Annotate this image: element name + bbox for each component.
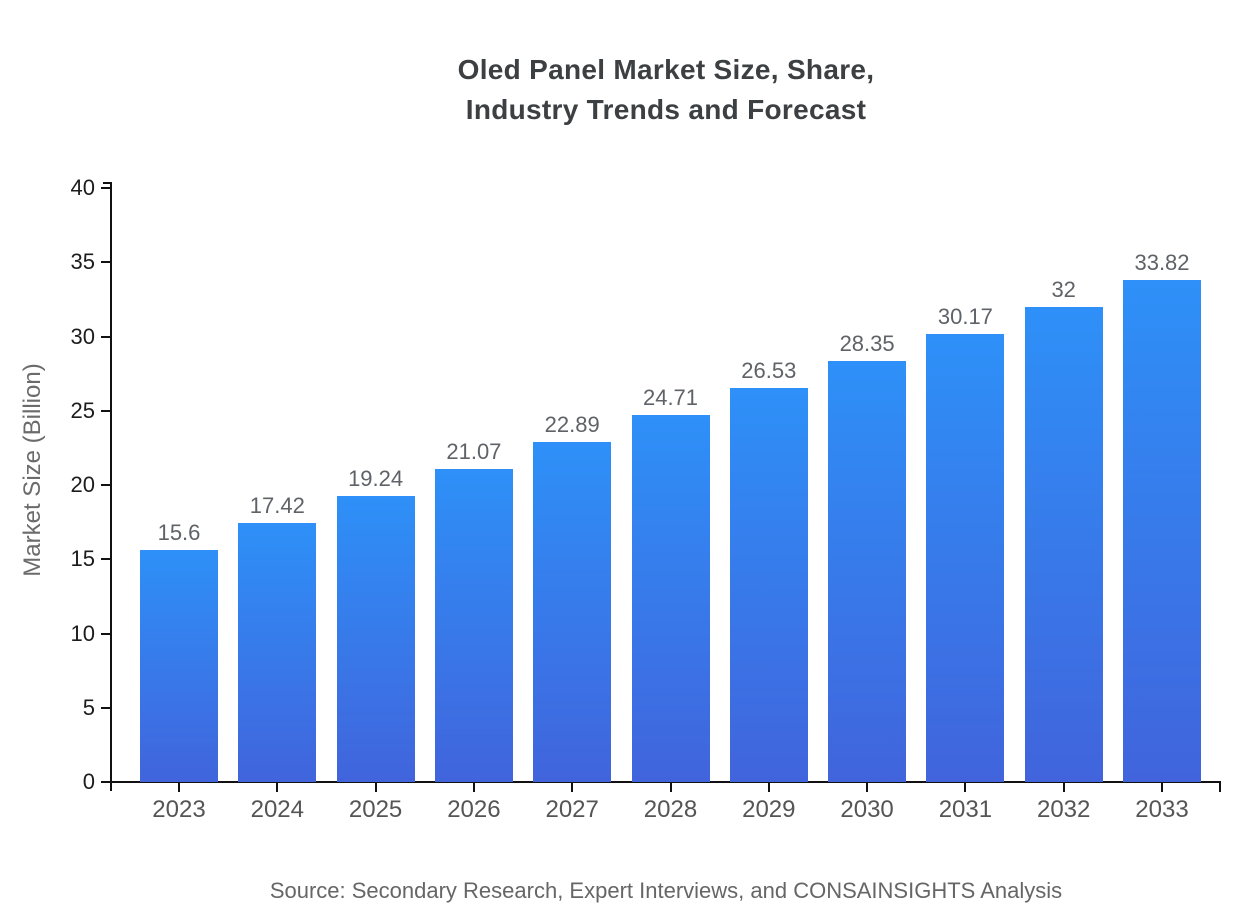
y-tick-label: 30 bbox=[70, 323, 95, 349]
x-tick bbox=[472, 783, 475, 792]
x-tick-label: 2032 bbox=[1036, 796, 1091, 823]
bar bbox=[1123, 279, 1201, 782]
bar-value-label: 28.35 bbox=[839, 331, 895, 356]
bar-value-label: 21.07 bbox=[446, 439, 502, 465]
x-tick-label: 2030 bbox=[840, 796, 894, 823]
y-tick bbox=[101, 187, 110, 189]
y-tick bbox=[101, 335, 110, 338]
x-tick bbox=[669, 783, 672, 792]
y-tick bbox=[101, 261, 110, 264]
x-tick bbox=[178, 783, 180, 792]
x-tick-label: 2024 bbox=[250, 796, 304, 823]
bar-value-label: 22.89 bbox=[544, 412, 600, 438]
x-tick-label: 2033 bbox=[1135, 796, 1189, 823]
bar-value-label: 30.17 bbox=[937, 303, 993, 329]
y-tick-label: 5 bbox=[82, 694, 95, 720]
bar bbox=[140, 550, 218, 782]
x-axis-line bbox=[110, 781, 1221, 783]
x-tick-label: 2023 bbox=[152, 796, 206, 823]
bar bbox=[828, 361, 907, 782]
x-tick-label: 2029 bbox=[742, 796, 796, 823]
bar bbox=[434, 469, 513, 782]
chart-title-line-1: Oled Panel Market Size, Share, bbox=[457, 54, 875, 85]
source-note: Source: Secondary Research, Expert Inter… bbox=[269, 878, 1063, 903]
y-tick-label: 40 bbox=[70, 175, 95, 200]
x-tick bbox=[374, 783, 377, 792]
x-tick bbox=[571, 783, 574, 792]
bar bbox=[1024, 306, 1103, 782]
x-axis-endcap-tick bbox=[1219, 783, 1221, 792]
y-tick bbox=[101, 632, 110, 635]
bar bbox=[336, 496, 415, 782]
bar-value-label: 15.6 bbox=[157, 520, 201, 546]
y-tick bbox=[101, 484, 110, 486]
x-tick-label: 2025 bbox=[348, 796, 403, 823]
bar bbox=[533, 442, 612, 782]
bar-value-label: 19.24 bbox=[348, 466, 404, 492]
y-axis-line bbox=[110, 182, 112, 791]
x-tick bbox=[1161, 783, 1163, 792]
bar bbox=[729, 388, 808, 782]
bar-value-label: 17.42 bbox=[249, 493, 305, 519]
y-tick bbox=[101, 706, 110, 709]
chart-title: Oled Panel Market Size, Share, Industry … bbox=[112, 50, 1220, 130]
x-tick-label: 2028 bbox=[643, 796, 698, 823]
y-tick-label: 25 bbox=[70, 397, 95, 423]
y-tick bbox=[101, 781, 110, 783]
x-tick bbox=[767, 783, 770, 792]
x-tick-label: 2031 bbox=[938, 796, 993, 823]
chart-title-line-2: Industry Trends and Forecast bbox=[465, 94, 867, 125]
y-tick bbox=[101, 409, 110, 412]
y-tick-label: 15 bbox=[70, 546, 95, 572]
y-tick-label: 10 bbox=[70, 620, 95, 646]
x-tick bbox=[1062, 783, 1065, 792]
x-tick-label: 2027 bbox=[545, 796, 599, 823]
bar bbox=[631, 415, 710, 782]
y-axis-endcap-tick bbox=[103, 182, 110, 184]
bar bbox=[926, 333, 1005, 782]
x-tick bbox=[866, 783, 869, 792]
x-tick bbox=[276, 783, 279, 792]
bar-value-label: 32 bbox=[1051, 276, 1076, 302]
y-tick-label: 35 bbox=[70, 249, 95, 275]
y-tick-label: 20 bbox=[70, 472, 95, 497]
bar bbox=[238, 523, 317, 782]
y-tick bbox=[101, 558, 110, 561]
y-tick-label: 0 bbox=[82, 769, 95, 794]
bar-value-label: 24.71 bbox=[642, 385, 699, 411]
x-tick-label: 2026 bbox=[447, 796, 501, 823]
x-tick bbox=[964, 783, 967, 792]
bar-value-label: 26.53 bbox=[741, 358, 797, 384]
bar-value-label: 33.82 bbox=[1134, 249, 1190, 275]
